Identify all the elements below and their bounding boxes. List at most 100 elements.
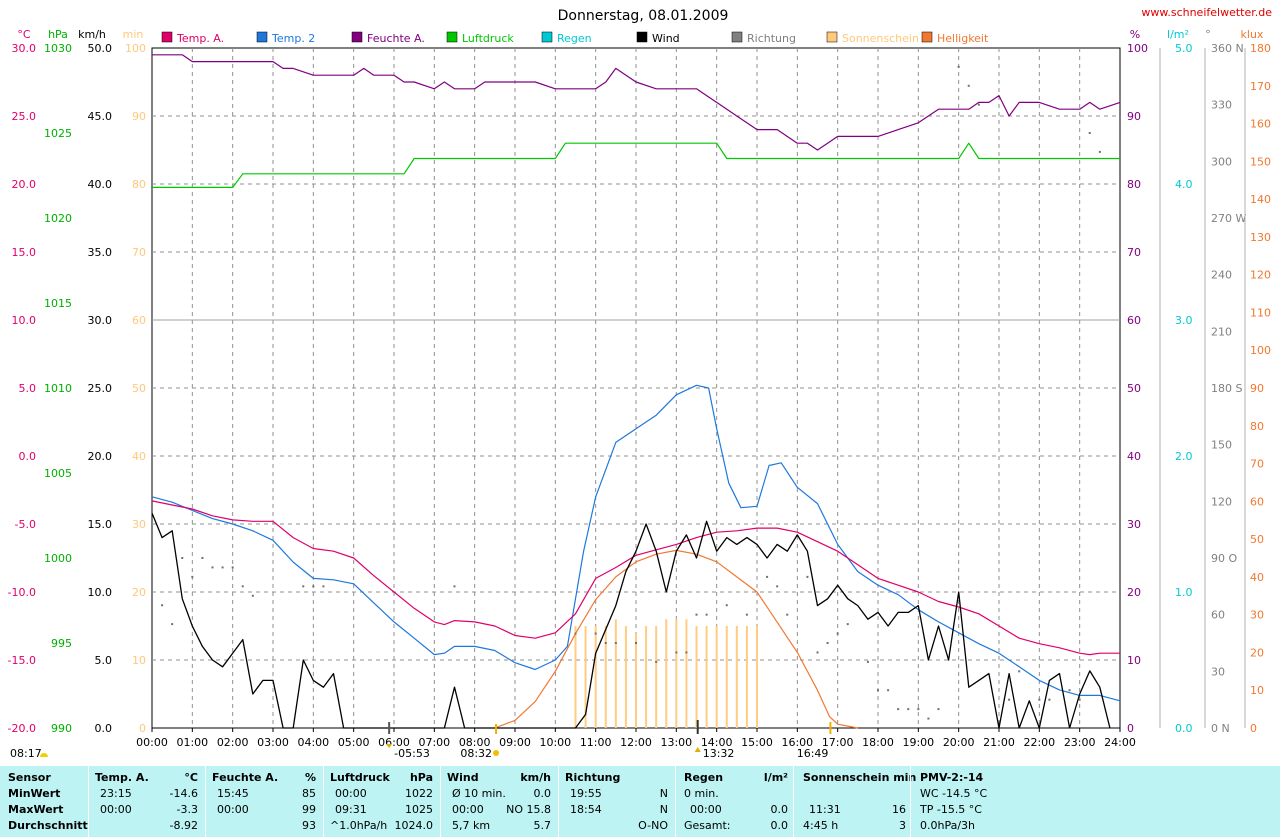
rain-unit: l/m² [763,771,788,784]
direction-point [1078,698,1081,701]
x-tick-label: 02:00 [217,736,249,749]
wind-unit-label: km/h [78,28,106,41]
noon-label: 13:32 [703,747,735,760]
rain-total-label: Gesamt: [684,819,731,832]
x-tick-label: 23:00 [1064,736,1096,749]
rain-tick-label: 1.0 [1175,586,1193,599]
rain-max-time: 00:00 [690,803,722,816]
temp2-line [151,384,1121,702]
humidity-max-value: 99 [302,803,316,816]
stats-sunshine: Sonnenschein min 11:31 16 4:45 h 3 [793,766,916,837]
separator [323,766,324,837]
x-tick-label: 11:00 [580,736,612,749]
temp-tick-label: 30.0 [12,42,37,55]
direction-avg-value: O-NO [638,819,668,832]
temp-tick-label: -20.0 [8,722,36,735]
temp-avg-value: -8.92 [169,819,198,832]
direction-point [745,613,748,616]
x-tick-label: 00:00 [136,736,168,749]
legend-label: Temp. 2 [271,32,315,45]
direction-point [1098,150,1101,153]
website-link[interactable]: www.schneifelwetter.de [1141,6,1272,19]
humidity-header: Feuchte A. [212,771,279,784]
brightness-tick-label: 180 [1250,42,1271,55]
legend-swatch [256,31,268,43]
minutes-tick-label: 80 [132,178,146,191]
brightness-tick-label: 80 [1250,420,1264,433]
weather-chart: Donnerstag, 08.01.2009 www.schneifelwett… [8,6,1273,760]
pmv-windchill: WC -14.5 °C [920,787,988,800]
x-tick-label: 21:00 [983,736,1015,749]
x-tick-label: 09:00 [499,736,531,749]
stats-temp: Temp. A. °C 23:15 -14.6 00:00 -3.3 -8.92 [88,766,205,837]
wind-header: Wind [447,771,479,784]
pressure-trend: ^1.0hPa/h [330,819,388,832]
direction-point [1088,132,1091,134]
direction-max-value: N [659,803,668,816]
x-tick-label: 07:00 [418,736,450,749]
minutes-tick-label: 20 [132,586,146,599]
brightness-tick-label: 110 [1250,306,1271,319]
rain-tick-label: 5.0 [1175,42,1193,55]
pressure-tick-label: 995 [51,637,72,650]
chart-axes: 30.0 25.0 20.0 15.0 10.0 5.0 0.0 -5.0 -10.0 -15.0… [8,42,1271,749]
temp-tick-label: -5.0 [15,518,36,531]
direction-point [241,585,244,588]
minutes-unit-label: min [123,28,144,41]
direction-tick-label: 0 N [1211,722,1230,735]
minutes-tick-label: 100 [125,42,146,55]
humidity-max-time: 00:00 [217,803,249,816]
moon-icon [40,753,48,757]
direction-point [1008,698,1011,701]
direction-point [897,708,900,711]
wind-line [151,512,1111,729]
legend-label: Feuchte A. [367,32,425,45]
stats-panel: Sensor MinWert MaxWert Durchschnitt Temp… [0,766,1280,837]
pressure-min-time: 00:00 [335,787,367,800]
x-tick-label: 16:00 [781,736,813,749]
brightness-tick-label: 150 [1250,155,1271,168]
temp-min-time: 23:15 [100,787,132,800]
x-tick-label: 04:00 [297,736,329,749]
pressure-line [152,142,1120,188]
humidity-tick-label: 0 [1127,722,1134,735]
humidity-tick-label: 70 [1127,246,1141,259]
direction-tick-label: 90 O [1211,552,1237,565]
direction-min-value: N [659,787,668,800]
pressure-min-value: 1022 [405,787,433,800]
rain-min-label: 0 min. [684,787,719,800]
x-tick-label: 13:00 [660,736,692,749]
temp-tick-label: 25.0 [12,110,37,123]
brightness-unit-label: klux [1241,28,1264,41]
brightness-tick-label: 130 [1250,231,1271,244]
pressure-tick-label: 990 [51,722,72,735]
wind-tick-label: 35.0 [88,246,113,259]
minutes-tick-label: 10 [132,654,146,667]
humidity-tick-label: 20 [1127,586,1141,599]
x-tick-label: 08:00 [459,736,491,749]
humidity-tick-label: 10 [1127,654,1141,667]
separator [205,766,206,837]
direction-point [967,84,970,87]
separator [558,766,559,837]
rain-tick-label: 3.0 [1175,314,1193,327]
x-tick-label: 05:00 [338,736,370,749]
separator [793,766,794,837]
pressure-unit: hPa [409,771,433,784]
direction-tick-label: 270 W [1211,212,1246,225]
legend-label: Luftdruck [462,32,514,45]
pressure-max-value: 1025 [405,803,433,816]
x-tick-label: 14:00 [701,736,733,749]
x-tick-label: 20:00 [943,736,975,749]
direction-point [846,623,849,626]
direction-unit-label: ° [1205,28,1211,41]
pressure-tick-label: 1010 [44,382,72,395]
sun-moon-markers: 08:17 -05:53 08:32 13:32 16:49 [10,720,832,760]
legend-label: Richtung [747,32,796,45]
rain-max-value: 0.0 [770,803,789,816]
direction-point [181,557,184,559]
direction-tick-label: 180 S [1211,382,1242,395]
direction-point [695,613,698,616]
pressure-tick-label: 1020 [44,212,72,225]
direction-tick-label: 120 [1211,495,1232,508]
